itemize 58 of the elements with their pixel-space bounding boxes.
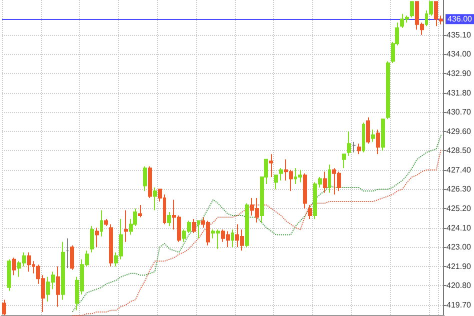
candlestick xyxy=(376,129,380,155)
candlestick xyxy=(371,129,375,142)
candlestick xyxy=(66,238,69,269)
candlestick xyxy=(12,257,16,276)
candlestick xyxy=(357,143,361,155)
candlestick xyxy=(342,154,346,169)
ref-line-label: 436.00 xyxy=(448,14,473,24)
candlestick xyxy=(245,202,249,248)
y-tick-label: 421.90 xyxy=(446,262,472,271)
candlestick xyxy=(192,218,196,234)
candlestick xyxy=(153,186,157,211)
candlestick xyxy=(7,258,11,292)
candlestick xyxy=(100,210,103,238)
candlestick xyxy=(410,1,414,18)
candlestick xyxy=(56,266,60,308)
candlestick xyxy=(269,154,273,178)
candlestick xyxy=(104,218,108,227)
candlestick xyxy=(362,122,365,153)
candlestick xyxy=(61,241,65,300)
candlestick xyxy=(27,252,31,272)
candlestick xyxy=(70,244,74,270)
candlestick xyxy=(2,299,6,316)
candlestick xyxy=(308,204,312,220)
y-tick-label: 426.30 xyxy=(446,184,472,194)
candlestick xyxy=(90,226,94,253)
candlestick xyxy=(279,168,283,181)
y-tick-label: 423.00 xyxy=(446,242,472,252)
y-tick-label: 430.70 xyxy=(446,108,472,117)
candlestick xyxy=(323,171,327,194)
y-tick-label: 429.60 xyxy=(446,126,472,136)
candlestick xyxy=(366,116,370,144)
candlestick xyxy=(381,118,385,152)
candlestick xyxy=(95,227,99,248)
y-tick-label: 432.90 xyxy=(446,68,472,78)
candlestick xyxy=(109,224,113,267)
candlestick xyxy=(347,130,351,156)
candlestick xyxy=(386,60,390,120)
y-tick-label: 428.50 xyxy=(446,146,472,156)
candlestick xyxy=(303,172,307,210)
y-tick-label: 419.70 xyxy=(446,300,472,310)
y-tick-label: 425.20 xyxy=(446,204,472,214)
candlestick xyxy=(298,169,302,183)
candlestick xyxy=(328,164,331,194)
y-tick-label: 424.10 xyxy=(446,223,472,232)
candlestick xyxy=(197,220,200,239)
y-tick-label: 434.00 xyxy=(446,50,472,59)
candlestick xyxy=(352,141,356,153)
candlestick xyxy=(148,166,152,198)
y-tick-label: 427.40 xyxy=(446,165,472,174)
candlestick xyxy=(138,204,142,218)
candlestick xyxy=(231,229,234,248)
y-tick-label: 420.80 xyxy=(446,281,472,290)
candlestick xyxy=(143,166,147,192)
y-tick-label: 431.80 xyxy=(446,88,472,98)
candlestick xyxy=(274,174,278,190)
candlestick xyxy=(124,210,128,242)
y-tick-label: 435.10 xyxy=(446,30,472,40)
candlestick xyxy=(167,212,171,227)
